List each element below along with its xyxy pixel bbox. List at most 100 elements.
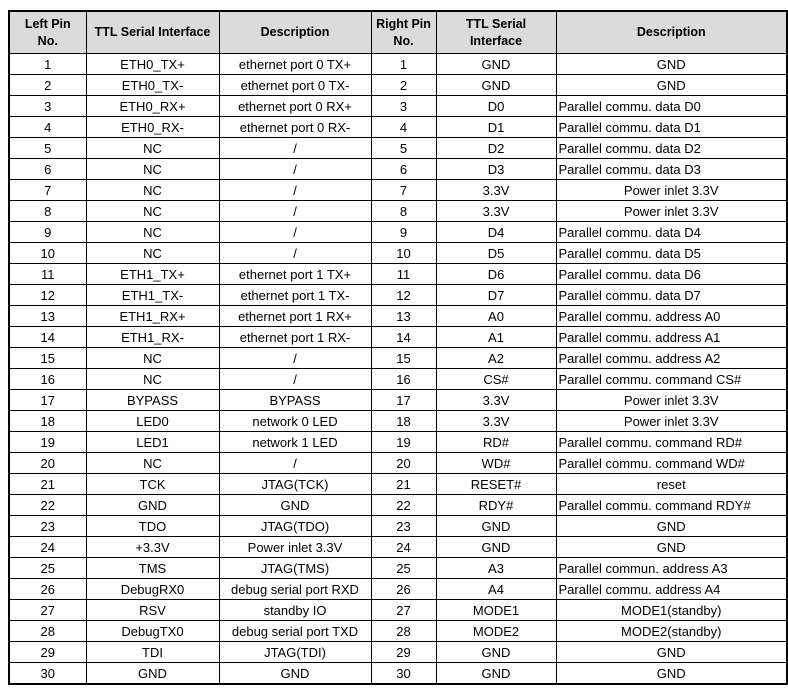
left-pin-no-cell: 26	[8, 578, 87, 600]
left-signal-cell: ETH1_RX-	[85, 326, 220, 348]
left-pin-no-cell: 19	[8, 431, 87, 453]
left-pin-no-cell: 28	[8, 620, 87, 642]
left-description-cell: JTAG(TCK)	[218, 473, 372, 495]
left-signal-cell: NC	[85, 158, 220, 180]
left-pin-no-cell: 27	[8, 599, 87, 621]
right-pin-no-cell: 12	[370, 284, 437, 306]
left-signal-cell: DebugRX0	[85, 578, 220, 600]
table-row: 12 ETH1_TX-ethernet port 1 TX- 12 D7 Paralle…	[8, 284, 788, 306]
left-pin-no-cell: 1	[8, 53, 87, 75]
right-signal-cell: 3.3V	[435, 389, 557, 411]
right-description-cell: Parallel commu. data D4	[555, 221, 788, 243]
table-row: 28 DebugTX0 debug serial port TXD 28 MODE2 MO…	[8, 620, 788, 642]
right-description-cell: Power inlet 3.3V	[555, 389, 788, 411]
left-pin-no-cell: 8	[8, 200, 87, 222]
left-description-cell: ethernet port 0 RX+	[218, 95, 372, 117]
right-description-cell: GND	[555, 53, 788, 75]
right-signal-cell: MODE1	[435, 599, 557, 621]
left-signal-cell: NC	[85, 221, 220, 243]
right-pin-no-cell: 24	[370, 536, 437, 558]
left-signal-cell: NC	[85, 347, 220, 369]
right-description-cell: reset	[555, 473, 788, 495]
right-description-cell: Parallel commu. data D6	[555, 263, 788, 285]
table-row: 1 ETH0_TX+ ethernet port 0 TX+ 1 GND GND	[8, 53, 788, 75]
right-pin-no-cell: 3	[370, 95, 437, 117]
left-signal-cell: GND	[85, 494, 220, 516]
left-pin-no-cell: 13	[8, 305, 87, 327]
left-description-cell: ethernet port 1 RX-	[218, 326, 372, 348]
left-pin-no-cell: 10	[8, 242, 87, 264]
table-row: 30 GND GND 30 GND GND	[8, 662, 788, 685]
right-description-cell: Parallel commu. data D3	[555, 158, 788, 180]
header-left-ttl-interface: TTL Serial Interface	[85, 10, 220, 54]
right-pin-no-cell: 2	[370, 74, 437, 96]
table-row: 10 NC/10 D5 Parallel commu. data D5	[8, 242, 788, 264]
right-pin-no-cell: 7	[370, 179, 437, 201]
left-description-cell: BYPASS	[218, 389, 372, 411]
right-signal-cell: 3.3V	[435, 200, 557, 222]
right-signal-cell: RESET#	[435, 473, 557, 495]
table-row: 27 RSV standby IO 27 MODE1 MODE1(standby)	[8, 599, 788, 621]
right-description-cell: Parallel commu. data D7	[555, 284, 788, 306]
left-pin-no-cell: 18	[8, 410, 87, 432]
right-signal-cell: A2	[435, 347, 557, 369]
left-description-cell: /	[218, 200, 372, 222]
left-pin-no-cell: 22	[8, 494, 87, 516]
right-signal-cell: WD#	[435, 452, 557, 474]
table-row: 17 BYPASS BYPASS 17 3.3V Power inlet 3.3V	[8, 389, 788, 411]
left-pin-no-cell: 11	[8, 263, 87, 285]
right-description-cell: Parallel commu. address A1	[555, 326, 788, 348]
left-description-cell: /	[218, 368, 372, 390]
left-description-cell: network 1 LED	[218, 431, 372, 453]
table-row: 25 TMS JTAG(TMS) 25 A3 Parallel commun. addre…	[8, 557, 788, 579]
right-pin-no-cell: 6	[370, 158, 437, 180]
left-signal-cell: NC	[85, 368, 220, 390]
left-signal-cell: TCK	[85, 473, 220, 495]
right-pin-no-cell: 22	[370, 494, 437, 516]
right-pin-no-cell: 25	[370, 557, 437, 579]
table-row: 15 NC/15 A2 Parallel commu. address A2	[8, 347, 788, 369]
left-signal-cell: NC	[85, 242, 220, 264]
right-pin-no-cell: 9	[370, 221, 437, 243]
right-pin-no-cell: 5	[370, 137, 437, 159]
left-description-cell: debug serial port TXD	[218, 620, 372, 642]
right-signal-cell: GND	[435, 53, 557, 75]
right-pin-no-cell: 18	[370, 410, 437, 432]
right-description-cell: Power inlet 3.3V	[555, 179, 788, 201]
left-description-cell: network 0 LED	[218, 410, 372, 432]
right-signal-cell: D2	[435, 137, 557, 159]
header-left-description: Description	[218, 10, 372, 54]
header-row: Left Pin No. TTL Serial Interface Descri…	[8, 10, 788, 54]
left-pin-no-cell: 15	[8, 347, 87, 369]
table-row: 5 NC/5 D2 Parallel commu. data D2	[8, 137, 788, 159]
right-description-cell: Power inlet 3.3V	[555, 410, 788, 432]
table-row: 16 NC/16 CS# Parallel commu. command CS#	[8, 368, 788, 390]
left-signal-cell: ETH1_RX+	[85, 305, 220, 327]
table-row: 7 NC/7 3.3V Power inlet 3.3V	[8, 179, 788, 201]
right-description-cell: MODE1(standby)	[555, 599, 788, 621]
right-description-cell: GND	[555, 515, 788, 537]
right-pin-no-cell: 20	[370, 452, 437, 474]
right-signal-cell: 3.3V	[435, 410, 557, 432]
left-pin-no-cell: 17	[8, 389, 87, 411]
right-description-cell: Parallel commu. command RDY#	[555, 494, 788, 516]
right-pin-no-cell: 27	[370, 599, 437, 621]
right-pin-no-cell: 23	[370, 515, 437, 537]
right-description-cell: Parallel commu. command WD#	[555, 452, 788, 474]
table-row: 18 LED0 network 0 LED 18 3.3V Power inlet 3.3…	[8, 410, 788, 432]
left-signal-cell: BYPASS	[85, 389, 220, 411]
left-description-cell: ethernet port 0 RX-	[218, 116, 372, 138]
left-pin-no-cell: 2	[8, 74, 87, 96]
right-pin-no-cell: 14	[370, 326, 437, 348]
right-pin-no-cell: 28	[370, 620, 437, 642]
right-pin-no-cell: 21	[370, 473, 437, 495]
right-pin-no-cell: 4	[370, 116, 437, 138]
right-signal-cell: RDY#	[435, 494, 557, 516]
right-pin-no-cell: 1	[370, 53, 437, 75]
table-row: 24 +3.3V Power inlet 3.3V 24 GND GND	[8, 536, 788, 558]
right-signal-cell: GND	[435, 74, 557, 96]
left-description-cell: /	[218, 242, 372, 264]
table-row: 26 DebugRX0 debug serial port RXD 26 A4 Paral…	[8, 578, 788, 600]
right-pin-no-cell: 19	[370, 431, 437, 453]
right-description-cell: GND	[555, 662, 788, 685]
